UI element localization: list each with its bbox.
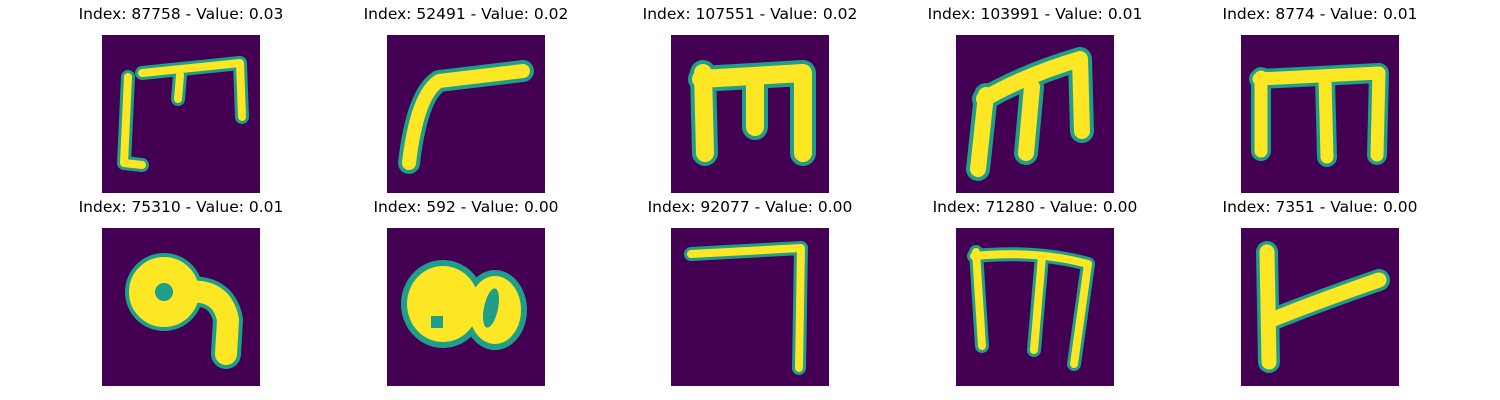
panel-title: Index: 8774 - Value: 0.01 [1222,5,1418,23]
panel-title: Index: 52491 - Value: 0.02 [363,5,569,23]
m-italic-icon [956,35,1114,193]
m-bracket-icon [102,35,260,193]
corner-seven-icon [671,228,829,386]
panel-title: Index: 103991 - Value: 0.01 [927,5,1143,23]
panel-title: Index: 75310 - Value: 0.01 [78,198,284,216]
double-loop-icon [387,228,545,386]
loop-hook-icon [102,228,260,386]
panel-title: Index: 87758 - Value: 0.03 [78,5,284,23]
panel-title: Index: 7351 - Value: 0.00 [1222,198,1418,216]
m-tall-icon [1241,35,1399,193]
m-thin-icon [956,228,1114,386]
m-block-icon [671,35,829,193]
panel-title: Index: 592 - Value: 0.00 [373,198,559,216]
panel-title: Index: 107551 - Value: 0.02 [642,5,858,23]
panel-title: Index: 71280 - Value: 0.00 [932,198,1138,216]
panel-title: Index: 92077 - Value: 0.00 [647,198,853,216]
t-left-icon [1241,228,1399,386]
slanted-stroke-icon [387,35,545,193]
